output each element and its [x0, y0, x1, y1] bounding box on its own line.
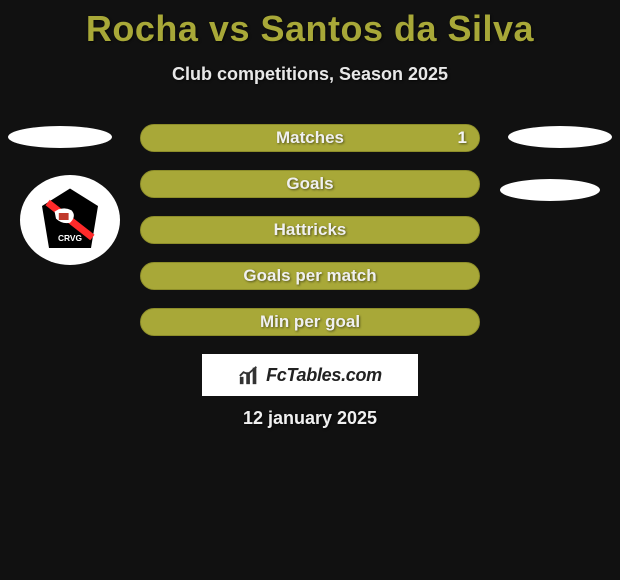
stat-row-min-per-goal: Min per goal	[140, 308, 480, 336]
brand-box: FcTables.com	[202, 354, 418, 396]
stat-label: Hattricks	[141, 217, 479, 243]
stat-label: Goals	[141, 171, 479, 197]
subtitle: Club competitions, Season 2025	[0, 64, 620, 85]
stats-container: Matches 1 Goals Hattricks Goals per matc…	[140, 124, 480, 354]
stat-row-hattricks: Hattricks	[140, 216, 480, 244]
stat-row-goals: Goals	[140, 170, 480, 198]
stat-label: Goals per match	[141, 263, 479, 289]
page-title: Rocha vs Santos da Silva	[0, 0, 620, 50]
stat-label: Matches	[141, 125, 479, 151]
stat-label: Min per goal	[141, 309, 479, 335]
player-left-placeholder	[8, 126, 112, 148]
club-right-placeholder	[500, 179, 600, 201]
stat-value-right: 1	[458, 125, 467, 151]
player-right-placeholder	[508, 126, 612, 148]
stat-row-goals-per-match: Goals per match	[140, 262, 480, 290]
date-text: 12 january 2025	[0, 408, 620, 429]
svg-text:CRVG: CRVG	[58, 233, 82, 243]
vasco-badge-icon: CRVG	[35, 185, 105, 255]
club-left-badge: CRVG	[20, 175, 120, 265]
stat-row-matches: Matches 1	[140, 124, 480, 152]
chart-icon	[238, 364, 260, 386]
brand-text: FcTables.com	[266, 365, 382, 386]
